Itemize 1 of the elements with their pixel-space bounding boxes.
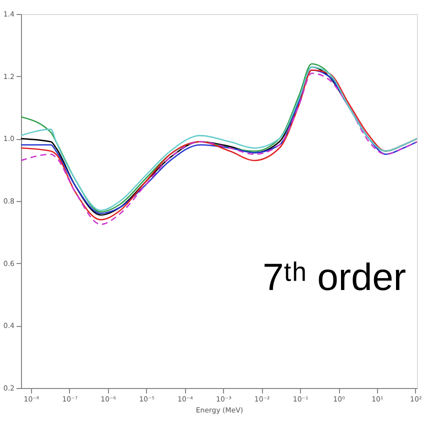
annotation: 7ᵗʰ order (262, 257, 406, 299)
